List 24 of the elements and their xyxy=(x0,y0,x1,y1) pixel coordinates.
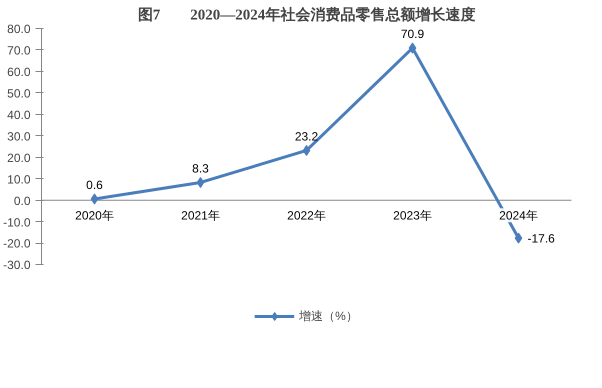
y-tick-label: 30.0 xyxy=(7,129,31,144)
x-tick-label: 2023年 xyxy=(393,208,432,222)
data-label: 70.9 xyxy=(400,27,425,42)
data-label: 23.2 xyxy=(294,129,319,144)
y-tick-label: -20.0 xyxy=(3,236,31,251)
x-tick-label: 2020年 xyxy=(75,208,114,222)
y-tick-label: 20.0 xyxy=(7,150,31,165)
y-tick-label: 70.0 xyxy=(7,43,31,58)
y-tick-label: 50.0 xyxy=(7,86,31,100)
y-tick-label: 60.0 xyxy=(7,64,31,79)
y-tick-label: 0.0 xyxy=(14,194,31,208)
y-tick-label: 80.0 xyxy=(7,22,31,36)
x-tick-label: 2024年 xyxy=(499,208,538,222)
y-tick-label: -30.0 xyxy=(3,258,31,272)
x-tick-label: 2021年 xyxy=(181,208,220,222)
x-tick-label: 2022年 xyxy=(287,208,326,222)
legend-label: 增速（%） xyxy=(299,308,358,324)
y-tick-label: -10.0 xyxy=(3,215,31,230)
data-label: 8.3 xyxy=(192,161,210,176)
y-tick-label: 10.0 xyxy=(7,172,31,186)
chart-title: 图7 2020—2024年社会消费品零售总额增长速度 xyxy=(138,6,476,24)
data-label: 0.6 xyxy=(86,178,104,192)
data-label: -17.6 xyxy=(528,232,556,246)
y-tick-label: 40.0 xyxy=(7,108,31,122)
